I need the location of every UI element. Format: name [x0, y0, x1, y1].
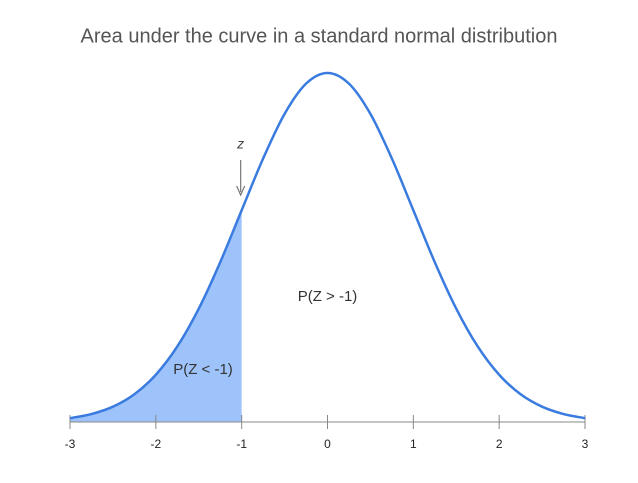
left-area-label: P(Z < -1)	[173, 361, 233, 378]
x-tick-label: -3	[65, 437, 76, 451]
shaded-area	[70, 210, 242, 422]
chart-title: Area under the curve in a standard norma…	[81, 25, 558, 47]
z-arrowhead	[236, 185, 246, 197]
right-area-label: P(Z > -1)	[298, 288, 358, 305]
density-curve	[69, 71, 586, 420]
x-tick-label: -2	[150, 437, 161, 451]
x-tick-label: 0	[324, 437, 331, 451]
z-label: z	[236, 136, 244, 152]
x-tick-label: 1	[410, 437, 417, 451]
x-tick-label: -1	[236, 437, 247, 451]
x-tick-label: 3	[582, 437, 589, 451]
x-tick-label: 2	[496, 437, 503, 451]
